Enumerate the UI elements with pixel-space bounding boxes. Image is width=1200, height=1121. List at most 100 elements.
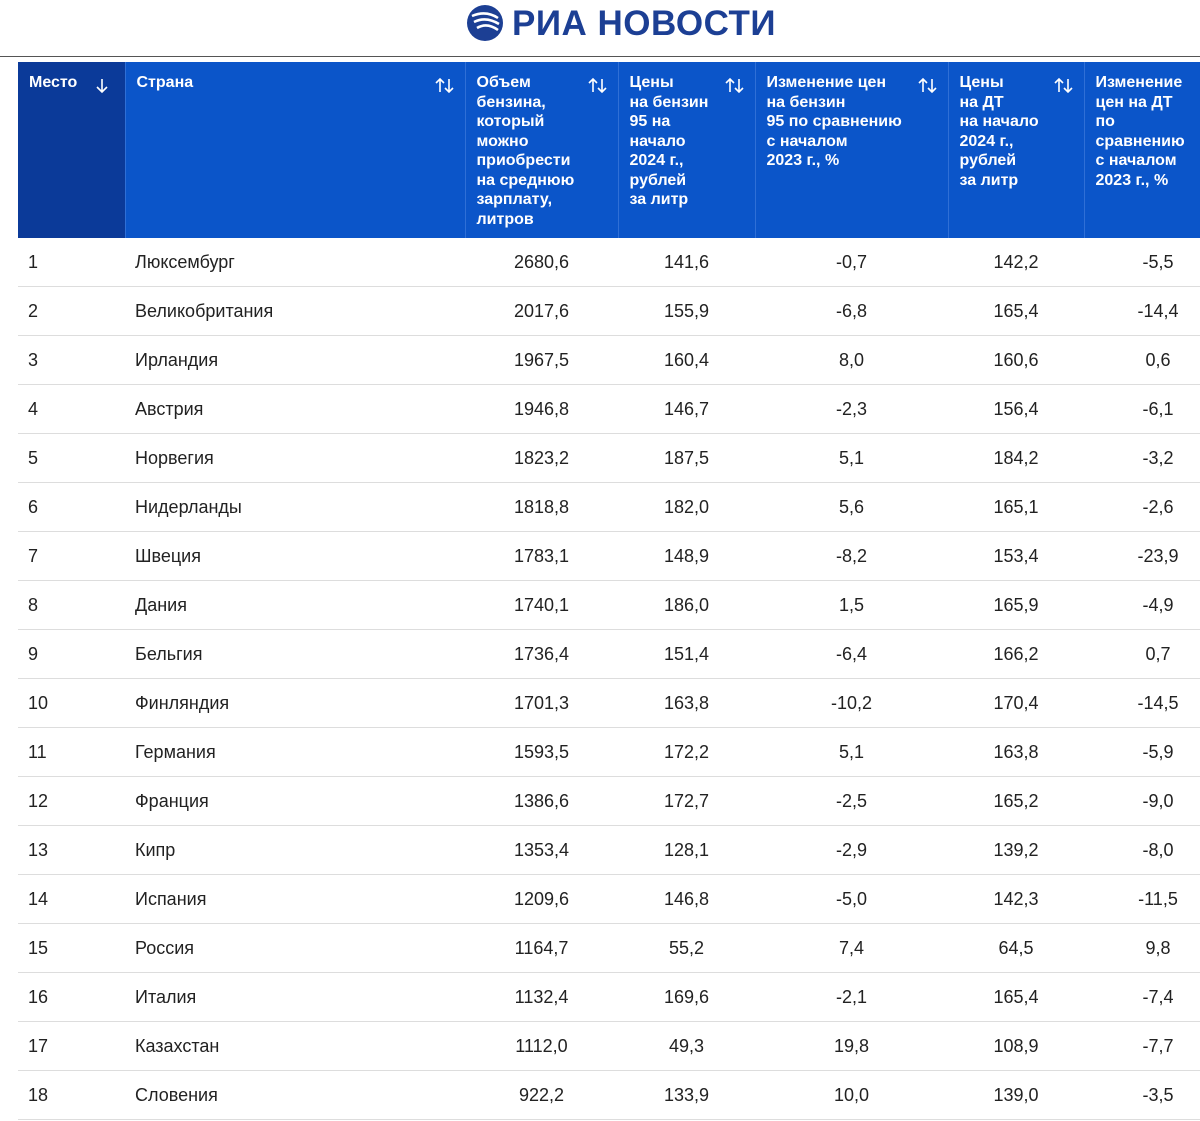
- table-row: 4 Австрия 1946,8 146,7 -2,3 156,4 -6,1: [18, 384, 1200, 434]
- table-cell: 49,3: [618, 1021, 755, 1071]
- table-cell: 169,6: [618, 972, 755, 1022]
- column-header[interactable]: Цены на ДТ на начало 2024 г., рублей за литр: [947, 62, 1084, 238]
- table-cell: 184,2: [948, 433, 1084, 483]
- sort-icon[interactable]: [95, 77, 115, 94]
- table-row: 7 Швеция 1783,1 148,9 -8,2 153,4 -23,9: [18, 531, 1200, 581]
- table-cell: Германия: [125, 727, 465, 777]
- table-cell: 133,9: [618, 1070, 755, 1120]
- table-row: 3 Ирландия 1967,5 160,4 8,0 160,6 0,6: [18, 335, 1200, 385]
- table-cell: 1112,0: [465, 1021, 618, 1071]
- table-cell: 1164,7: [465, 923, 618, 973]
- table-row: 1 Люксембург 2680,6 141,6 -0,7 142,2 -5,5: [18, 238, 1200, 287]
- table-cell: -14,4: [1084, 286, 1200, 336]
- table-row: 10 Финляндия 1701,3 163,8 -10,2 170,4 -14,5: [18, 678, 1200, 728]
- table-cell: 1209,6: [465, 874, 618, 924]
- column-header[interactable]: Объем бензина, который можно приобрести на ср…: [464, 62, 618, 238]
- table-row: 13 Кипр 1353,4 128,1 -2,9 139,2 -8,0: [18, 825, 1200, 875]
- table-cell: 1353,4: [465, 825, 618, 875]
- table-cell: 1701,3: [465, 678, 618, 728]
- table-cell: 13: [18, 825, 125, 875]
- header-line: 95 на: [629, 113, 671, 130]
- table-cell: 14: [18, 874, 125, 924]
- table-cell: 142,2: [948, 238, 1084, 287]
- column-header[interactable]: Цены на бензин 95 на начало 2024 г., рублей за…: [617, 62, 755, 238]
- table-cell: 163,8: [948, 727, 1084, 777]
- table-cell: Финляндия: [125, 678, 465, 728]
- table-cell: 165,9: [948, 580, 1084, 630]
- header-line: Цены: [959, 74, 1004, 91]
- header-line: бензина,: [476, 93, 546, 111]
- table-row: 16 Италия 1132,4 169,6 -2,1 165,4 -7,4: [18, 972, 1200, 1022]
- table-cell: 0,6: [1084, 335, 1200, 385]
- table-cell: 2: [18, 286, 125, 336]
- table-cell: -2,3: [755, 384, 948, 434]
- table-row: 14 Испания 1209,6 146,8 -5,0 142,3 -11,5: [18, 874, 1200, 924]
- column-header[interactable]: Место: [18, 62, 125, 238]
- table-cell: Дания: [125, 580, 465, 630]
- table-cell: Россия: [125, 923, 465, 973]
- table-cell: -2,5: [755, 776, 948, 826]
- table-cell: 2680,6: [465, 238, 618, 287]
- table-cell: 17: [18, 1021, 125, 1071]
- sort-icon[interactable]: [1053, 77, 1074, 94]
- table-cell: 156,4: [948, 384, 1084, 434]
- table-cell: 108,9: [948, 1021, 1084, 1071]
- table-cell: -8,2: [755, 531, 948, 581]
- table-cell: Ирландия: [125, 335, 465, 385]
- header-line: по: [1095, 113, 1115, 130]
- table-cell: 12: [18, 776, 125, 826]
- table-cell: 1736,4: [465, 629, 618, 679]
- table-cell: 160,4: [618, 335, 755, 385]
- table-cell: 1593,5: [465, 727, 618, 777]
- table-cell: -4,9: [1084, 580, 1200, 630]
- table-cell: 19,8: [755, 1021, 948, 1071]
- sort-icon[interactable]: [917, 77, 938, 94]
- header-line: рублей: [959, 152, 1017, 169]
- table-cell: 8,0: [755, 335, 948, 385]
- sort-icon[interactable]: [587, 77, 608, 94]
- table-cell: -9,0: [1084, 776, 1200, 826]
- logo-text: РИА НОВОСТИ: [512, 4, 777, 43]
- column-header[interactable]: Изменение цен на ДТ по сравнению с началом 20…: [1083, 62, 1200, 238]
- table-cell: Нидерланды: [125, 482, 465, 532]
- table-cell: 160,6: [948, 335, 1084, 385]
- table-cell: -8,0: [1084, 825, 1200, 875]
- top-bar: РИА НОВОСТИ: [0, 0, 1200, 57]
- table-cell: 5,6: [755, 482, 948, 532]
- table-cell: 187,5: [618, 433, 755, 483]
- table-cell: 9: [18, 629, 125, 679]
- table-cell: Испания: [125, 874, 465, 924]
- table-cell: 1132,4: [465, 972, 618, 1022]
- table-cell: 141,6: [618, 238, 755, 287]
- header-line: за литр: [629, 191, 689, 208]
- table-cell: Австрия: [125, 384, 465, 434]
- table-row: 11 Германия 1593,5 172,2 5,1 163,8 -5,9: [18, 727, 1200, 777]
- table-cell: 151,4: [618, 629, 755, 679]
- table-cell: 1: [18, 238, 125, 287]
- table-cell: 153,4: [948, 531, 1084, 581]
- table-cell: 0,7: [1084, 629, 1200, 679]
- table-cell: 1386,6: [465, 776, 618, 826]
- table-cell: 165,4: [948, 972, 1084, 1022]
- table-cell: 1783,1: [465, 531, 618, 581]
- header-line: рублей: [629, 171, 687, 189]
- table-row: 6 Нидерланды 1818,8 182,0 5,6 165,1 -2,6: [18, 482, 1200, 532]
- header-line: за литр: [959, 171, 1019, 189]
- table-cell: -5,0: [755, 874, 948, 924]
- column-header[interactable]: Изменение цен на бензин 95 по сравнению с н…: [754, 62, 948, 238]
- sort-icon[interactable]: [434, 77, 455, 94]
- table-row: 2 Великобритания 2017,6 155,9 -6,8 165,4 -14,4: [18, 286, 1200, 336]
- column-header[interactable]: Страна: [124, 62, 465, 238]
- table-cell: Люксембург: [125, 238, 465, 287]
- sort-icon[interactable]: [724, 77, 745, 94]
- table-cell: -2,1: [755, 972, 948, 1022]
- header-line: с началом: [1095, 152, 1177, 169]
- table-cell: -7,7: [1084, 1021, 1200, 1071]
- table-cell: Италия: [125, 972, 465, 1022]
- table-cell: 1818,8: [465, 482, 618, 532]
- table-cell: Бельгия: [125, 629, 465, 679]
- header-line: Место: [29, 74, 78, 91]
- table-cell: 64,5: [948, 923, 1084, 973]
- table-cell: -6,4: [755, 629, 948, 679]
